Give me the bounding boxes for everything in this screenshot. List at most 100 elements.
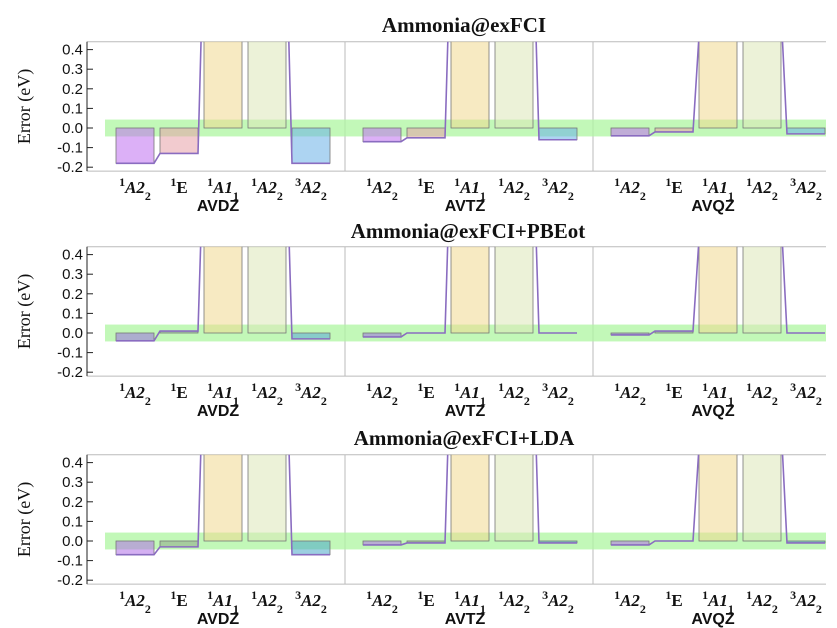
bar (115, 540, 155, 556)
bar (450, 246, 490, 334)
series-line (363, 246, 577, 338)
y-tick-label: -0.1 (57, 553, 83, 570)
category-label: 1E (665, 175, 682, 197)
chart-panel: 0.4 0.3 0.2 0.1 0.0 -0.1 -0.2 Error (eV) 1A22 1E 1… (14, 11, 826, 215)
group-label: AVDZ (197, 198, 240, 215)
category-label: 1A22 (119, 380, 151, 408)
category-label: 1A22 (746, 588, 778, 616)
category-label: 1A22 (614, 588, 646, 616)
bar (494, 454, 534, 542)
category-label: 1A11 (207, 175, 239, 203)
y-tick-label: 0.2 (62, 494, 83, 511)
category-label: 1A22 (119, 175, 151, 203)
y-tick-label: -0.2 (57, 364, 83, 381)
group-label: AVQZ (691, 611, 734, 628)
bar (203, 454, 243, 542)
series-line (363, 41, 577, 143)
bar (291, 332, 331, 340)
y-axis-label: Error (eV) (14, 274, 35, 349)
bar (159, 127, 199, 154)
y-tick-label: 0.1 (62, 513, 83, 530)
bar (698, 41, 738, 129)
category-label: 1A11 (454, 380, 486, 408)
y-tick-label: 0.4 (62, 455, 83, 472)
group-label: AVTZ (445, 611, 486, 628)
category-label: 1A22 (251, 588, 283, 616)
bar (159, 540, 199, 548)
y-tick-label: 0.3 (62, 61, 83, 78)
category-label: 1A22 (746, 380, 778, 408)
category-label: 1A22 (366, 175, 398, 203)
category-label: 1E (665, 380, 682, 402)
bar (698, 454, 738, 542)
category-label: 3A22 (790, 380, 822, 408)
group-label: AVDZ (197, 403, 240, 420)
category-label: 1E (170, 588, 187, 610)
chart-title: Ammonia@exFCI+LDA (354, 426, 575, 450)
category-label: 1E (417, 380, 434, 402)
y-tick-label: 0.3 (62, 474, 83, 491)
category-label: 1E (170, 380, 187, 402)
y-tick-label: 0.0 (62, 533, 83, 550)
bar (742, 41, 782, 129)
chart-panel: 0.4 0.3 0.2 0.1 0.0 -0.1 -0.2 Error (eV) 1A22 1E 1… (14, 217, 826, 420)
y-tick-label: -0.2 (57, 159, 83, 176)
category-label: 1A11 (454, 588, 486, 616)
bar (203, 41, 243, 129)
bar (115, 332, 155, 342)
category-label: 3A22 (542, 588, 574, 616)
y-tick-label: 0.0 (62, 325, 83, 342)
bar (247, 41, 287, 129)
y-tick-label: -0.1 (57, 140, 83, 157)
category-label: 1E (417, 588, 434, 610)
y-tick-label: 0.0 (62, 120, 83, 137)
category-label: 1A11 (207, 588, 239, 616)
bar (494, 246, 534, 334)
bars-layer (115, 246, 825, 342)
category-label: 1E (170, 175, 187, 197)
chart-panel: 0.4 0.3 0.2 0.1 0.0 -0.1 -0.2 Error (eV) 1A22 1E 1… (14, 424, 826, 628)
category-label: 1A22 (251, 380, 283, 408)
category-label: 3A22 (295, 588, 327, 616)
bar (494, 41, 534, 129)
group-label: AVTZ (445, 403, 486, 420)
category-label: 3A22 (295, 380, 327, 408)
group-label: AVDZ (197, 611, 240, 628)
y-axis-label: Error (eV) (14, 482, 35, 557)
category-label: 1E (417, 175, 434, 197)
chart-title: Ammonia@exFCI (382, 13, 546, 37)
group-label: AVQZ (691, 198, 734, 215)
category-label: 1A22 (614, 175, 646, 203)
category-label: 1E (665, 588, 682, 610)
y-tick-label: 0.4 (62, 42, 83, 59)
chart-title: Ammonia@exFCI+PBEot (351, 219, 586, 243)
y-tick-label: 0.1 (62, 100, 83, 117)
category-label: 3A22 (295, 175, 327, 203)
category-label: 3A22 (542, 380, 574, 408)
series-line (611, 41, 825, 137)
bar (203, 246, 243, 334)
category-label: 1A11 (702, 588, 734, 616)
category-label: 1A22 (746, 175, 778, 203)
y-tick-label: -0.1 (57, 345, 83, 362)
y-tick-label: 0.4 (62, 247, 83, 264)
category-label: 1A11 (207, 380, 239, 408)
series-line (116, 246, 330, 342)
series-line (116, 41, 330, 165)
bar (610, 127, 650, 137)
category-label: 1A22 (498, 380, 530, 408)
category-label: 1A22 (498, 175, 530, 203)
group-label: AVQZ (691, 403, 734, 420)
y-tick-label: 0.2 (62, 286, 83, 303)
category-label: 1A22 (498, 588, 530, 616)
y-tick-label: 0.3 (62, 266, 83, 283)
bar (291, 540, 331, 556)
bar (450, 41, 490, 129)
bar (291, 127, 331, 164)
bar (406, 127, 446, 139)
bar (538, 127, 578, 141)
category-label: 1A11 (702, 175, 734, 203)
bar (115, 127, 155, 164)
bar (742, 454, 782, 542)
